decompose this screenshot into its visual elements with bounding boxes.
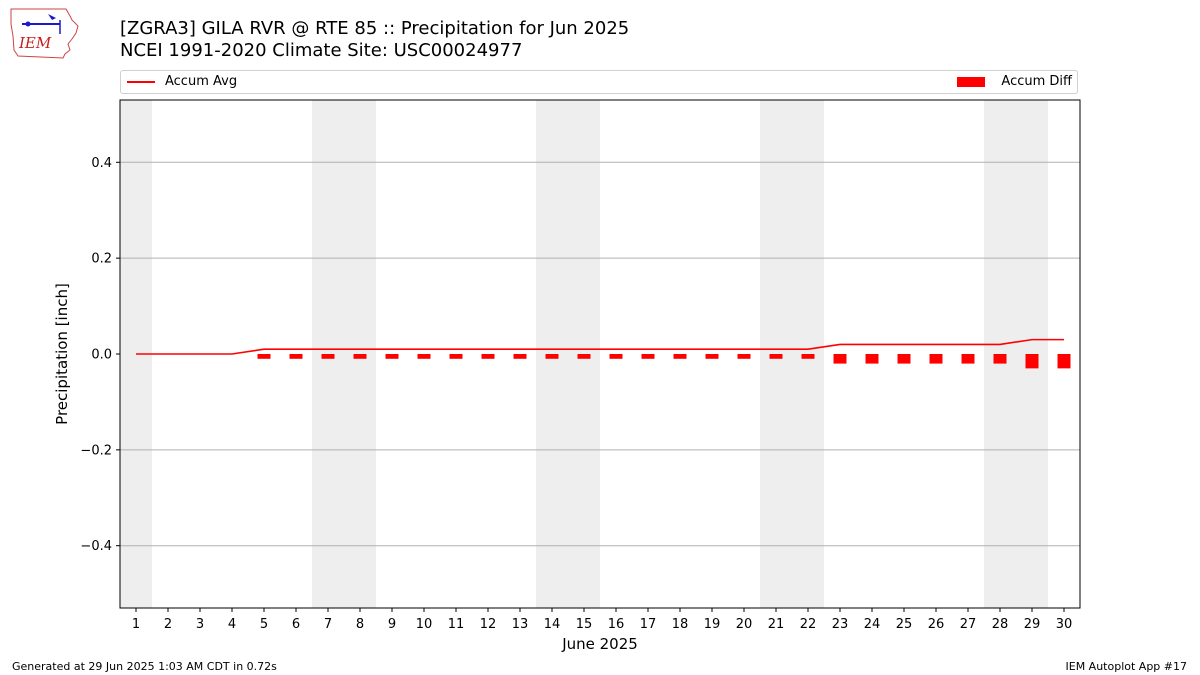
y-tick-label: 0.0 xyxy=(91,348,112,363)
diff-bar-day-9 xyxy=(385,354,399,359)
x-tick-label: 12 xyxy=(480,617,497,632)
x-tick-label: 16 xyxy=(608,617,625,632)
diff-bar-day-11 xyxy=(449,354,463,359)
diff-bar-day-10 xyxy=(417,354,431,359)
x-tick-label: 21 xyxy=(768,617,785,632)
x-tick-label: 3 xyxy=(196,617,204,632)
iem-logo: IEM xyxy=(10,8,79,59)
x-tick-label: 13 xyxy=(512,617,529,632)
x-tick-label: 11 xyxy=(448,617,465,632)
diff-bar-day-30 xyxy=(1057,354,1071,369)
diff-bar-day-5 xyxy=(257,354,271,359)
legend-line-label: Accum Avg xyxy=(165,74,238,89)
x-tick-label: 5 xyxy=(260,617,268,632)
x-tick-label: 18 xyxy=(672,617,689,632)
diff-bar-day-22 xyxy=(801,354,815,359)
chart-title: [ZGRA3] GILA RVR @ RTE 85 :: Precipitati… xyxy=(120,18,630,39)
x-axis-label: June 2025 xyxy=(561,635,638,653)
footer-generated: Generated at 29 Jun 2025 1:03 AM CDT in … xyxy=(12,660,277,673)
accum-avg-line xyxy=(136,338,1064,355)
diff-bar-day-28 xyxy=(993,354,1007,364)
diff-bar-day-13 xyxy=(513,354,527,359)
x-tick-label: 20 xyxy=(736,617,753,632)
diff-bar-day-20 xyxy=(737,354,751,359)
x-tick-label: 17 xyxy=(640,617,657,632)
x-tick-label: 10 xyxy=(416,617,433,632)
y-axis-label: Precipitation [inch] xyxy=(53,283,71,425)
diff-bar-day-15 xyxy=(577,354,591,359)
diff-bar-day-25 xyxy=(897,354,911,364)
footer-app-id: IEM Autoplot App #17 xyxy=(1065,660,1188,673)
diff-bar-day-21 xyxy=(769,354,783,359)
x-tick-label: 15 xyxy=(576,617,593,632)
diff-bar-day-19 xyxy=(705,354,719,359)
y-tick-label: 0.4 xyxy=(91,156,112,171)
x-tick-label: 2 xyxy=(164,617,172,632)
x-tick-label: 29 xyxy=(1024,617,1041,632)
x-tick-label: 22 xyxy=(800,617,817,632)
x-tick-label: 4 xyxy=(228,617,236,632)
diff-bar-day-24 xyxy=(865,354,879,364)
diff-bar-day-12 xyxy=(481,354,495,359)
x-tick-label: 30 xyxy=(1056,617,1073,632)
legend-bar-label: Accum Diff xyxy=(1001,74,1072,89)
iowa-state-outline xyxy=(10,8,79,59)
diff-bar-day-14 xyxy=(545,354,559,359)
diff-bar-day-8 xyxy=(353,354,367,359)
x-tick-label: 24 xyxy=(864,617,881,632)
diff-bar-day-29 xyxy=(1025,354,1039,369)
diff-bar-day-7 xyxy=(321,354,335,359)
diff-bar-day-17 xyxy=(641,354,655,359)
x-tick-label: 28 xyxy=(992,617,1009,632)
diff-bar-day-18 xyxy=(673,354,687,359)
diff-bar-day-27 xyxy=(961,354,975,364)
x-tick-label: 27 xyxy=(960,617,977,632)
x-tick-label: 6 xyxy=(292,617,300,632)
y-tick-label: −0.2 xyxy=(80,443,112,458)
diff-bar-day-16 xyxy=(609,354,623,359)
x-tick-label: 7 xyxy=(324,617,332,632)
diff-bar-day-26 xyxy=(929,354,943,364)
x-tick-label: 19 xyxy=(704,617,721,632)
x-tick-label: 26 xyxy=(928,617,945,632)
legend-line-swatch xyxy=(127,81,155,83)
x-tick-label: 25 xyxy=(896,617,913,632)
logo-text: IEM xyxy=(18,34,52,52)
legend: Accum Avg Accum Diff xyxy=(120,70,1078,94)
y-tick-label: 0.2 xyxy=(91,252,112,267)
x-tick-label: 23 xyxy=(832,617,849,632)
diff-bar-day-6 xyxy=(289,354,303,359)
diff-bar-day-23 xyxy=(833,354,847,364)
chart-subtitle: NCEI 1991-2020 Climate Site: USC00024977 xyxy=(120,40,523,61)
legend-bar-swatch xyxy=(957,77,985,87)
y-tick-label: −0.4 xyxy=(80,539,112,554)
x-tick-label: 9 xyxy=(388,617,396,632)
x-tick-label: 14 xyxy=(544,617,561,632)
x-tick-label: 1 xyxy=(132,617,140,632)
x-tick-label: 8 xyxy=(356,617,364,632)
